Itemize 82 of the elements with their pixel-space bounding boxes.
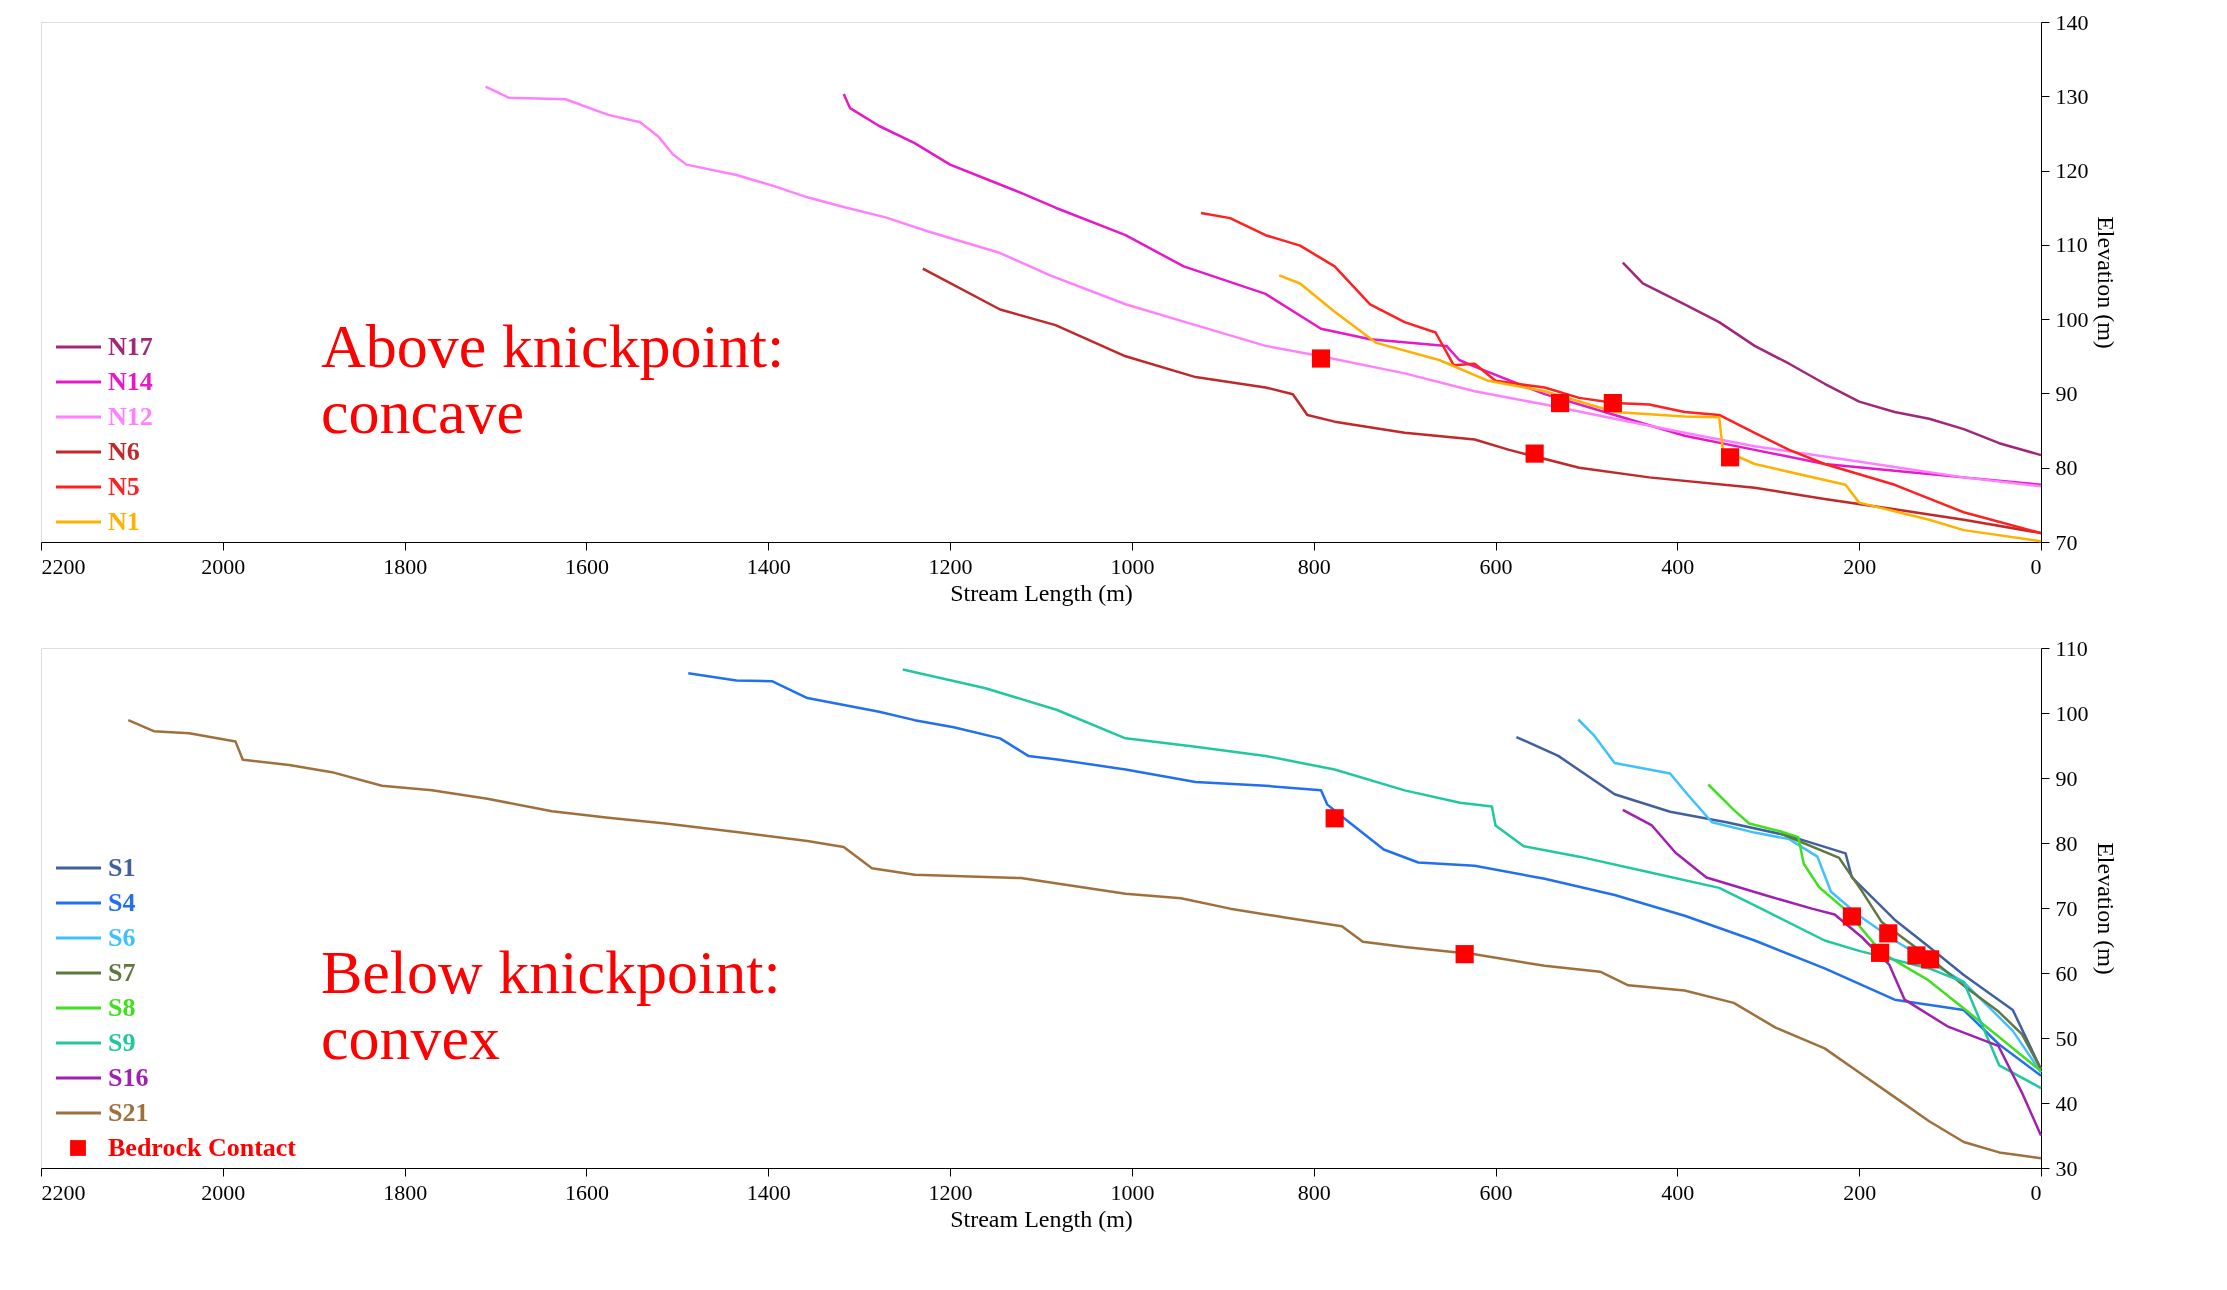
line-series: [1707, 783, 2043, 1073]
point: [1921, 950, 1940, 969]
y-tick-label: 30: [2055, 1155, 2078, 1181]
legend-label: N14: [108, 367, 153, 396]
y-tick-label: 80: [2055, 830, 2078, 856]
legend-label: S9: [108, 1028, 136, 1057]
x-tick-label: 1200: [928, 553, 973, 579]
legend-label: S21: [108, 1098, 149, 1127]
x-tick-label: 200: [1843, 553, 1877, 579]
x-axis-title: Stream Length (m): [950, 579, 1133, 606]
y-tick-label: 140: [2055, 9, 2089, 35]
y-axis-title: Elevation (m): [2092, 842, 2119, 975]
y-tick-label: 110: [2055, 635, 2088, 661]
legend-label: S1: [108, 853, 136, 882]
legend-label: N5: [108, 472, 140, 501]
annotation: Below knickpoint: convex: [321, 938, 781, 1073]
x-tick-label: 2000: [201, 1179, 246, 1205]
x-tick-label: 1200: [928, 1179, 973, 1205]
point: [1842, 907, 1861, 926]
y-tick-label: 110: [2055, 232, 2088, 258]
point: [1603, 394, 1622, 413]
line-series: [1621, 261, 2043, 457]
x-tick-label: 1400: [746, 1179, 791, 1205]
x-tick-label: 1000: [1110, 1179, 1155, 1205]
legend-label: S7: [108, 958, 136, 987]
line-series: [1577, 718, 2043, 1074]
line-series: [1621, 808, 2043, 1137]
x-tick-label: 1600: [564, 553, 609, 579]
y-tick-label: 40: [2055, 1090, 2078, 1116]
y-tick-label: 100: [2055, 700, 2089, 726]
x-tick-label: 800: [1297, 1179, 1331, 1205]
point: [1871, 943, 1890, 962]
x-tick-label: 600: [1479, 553, 1513, 579]
point: [1311, 349, 1331, 368]
line-series: [1199, 211, 2043, 535]
point: [1455, 945, 1474, 964]
y-tick-label: 90: [2055, 765, 2078, 791]
x-tick-label: 1000: [1110, 553, 1155, 579]
x-tick-label: 2200: [41, 553, 86, 579]
x-tick-label: 800: [1297, 553, 1331, 579]
y-tick-label: 70: [2055, 895, 2078, 921]
x-tick-label: 400: [1661, 1179, 1695, 1205]
legend-label: S6: [108, 923, 136, 952]
x-tick-label: 1400: [746, 553, 791, 579]
x-axis-title: Stream Length (m): [950, 1205, 1133, 1232]
y-tick-label: 130: [2055, 83, 2089, 109]
line-series: [1778, 832, 2043, 1071]
x-tick-label: 2200: [41, 1179, 86, 1205]
line-series: [1277, 274, 2043, 543]
legend-label: N1: [108, 507, 140, 536]
line-series: [901, 668, 2043, 1090]
y-tick-label: 120: [2055, 158, 2089, 184]
legend-label: S8: [108, 993, 136, 1022]
x-tick-label: 600: [1479, 1179, 1513, 1205]
x-tick-label: 0: [2030, 1179, 2042, 1205]
x-tick-label: 1800: [383, 1179, 428, 1205]
x-tick-label: 200: [1843, 1179, 1877, 1205]
y-tick-label: 100: [2055, 306, 2089, 332]
line-series: [1515, 735, 2043, 1071]
x-tick-label: 0: [2030, 553, 2042, 579]
y-tick-label: 60: [2055, 960, 2078, 986]
legend-label: Bedrock Contact: [108, 1133, 297, 1162]
y-tick-label: 90: [2055, 380, 2078, 406]
point: [1879, 924, 1898, 943]
x-tick-label: 2000: [201, 553, 246, 579]
legend-label: S16: [108, 1063, 149, 1092]
legend-label: N6: [108, 437, 140, 466]
legend-label: N17: [108, 332, 153, 361]
annotation: Above knickpoint: concave: [321, 312, 785, 447]
legend-label: N12: [108, 402, 153, 431]
point: [1721, 448, 1740, 467]
legend-label: S4: [108, 888, 136, 917]
y-tick-label: 80: [2055, 455, 2078, 481]
x-tick-label: 400: [1661, 553, 1695, 579]
x-tick-label: 1600: [564, 1179, 609, 1205]
point: [1525, 444, 1544, 463]
y-tick-label: 50: [2055, 1025, 2078, 1051]
y-axis-title: Elevation (m): [2092, 216, 2119, 349]
point: [1325, 809, 1344, 828]
y-tick-label: 70: [2055, 529, 2078, 555]
x-tick-label: 1800: [383, 553, 428, 579]
point: [1551, 394, 1570, 413]
